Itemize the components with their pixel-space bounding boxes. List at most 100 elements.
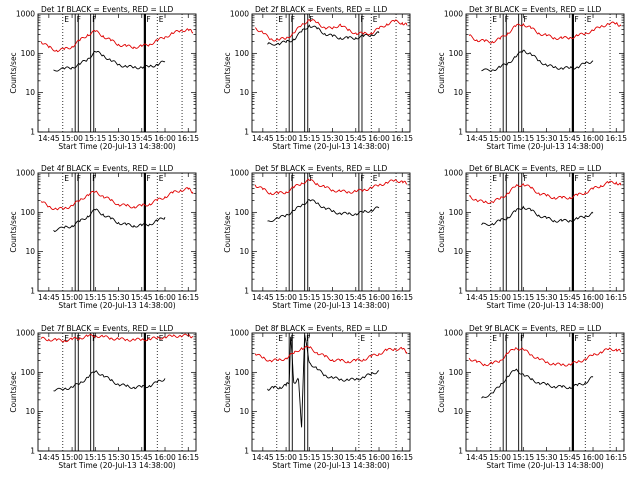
- panel-title: Det 1f BLACK = Events, RED = LLD: [41, 5, 174, 14]
- event-marker-label: F: [291, 334, 295, 343]
- y-tick-label: 10: [239, 407, 249, 416]
- y-tick-label: 1000: [444, 329, 463, 338]
- events-series-line: [481, 205, 594, 226]
- y-axis-label: Counts/sec: [437, 52, 446, 93]
- lld-series-line: [468, 347, 622, 367]
- x-tick-label: 16:15: [177, 134, 199, 143]
- x-tick-label: 14:45: [466, 453, 488, 462]
- x-tick-label: 15:45: [559, 293, 581, 302]
- x-tick-label: 15:00: [489, 293, 511, 302]
- y-axis-label: Counts/sec: [223, 211, 232, 252]
- events-series-line: [267, 334, 380, 428]
- plot-frame: [37, 13, 197, 133]
- lld-series-line: [468, 21, 622, 44]
- x-axis-label: Start Time (20-Jul-13 14:38:00): [58, 142, 175, 151]
- plot-frame: [251, 172, 411, 292]
- event-marker-label: E: [587, 334, 592, 343]
- y-tick-label: 1: [30, 287, 35, 296]
- x-tick-label: 15:15: [85, 134, 107, 143]
- y-tick-label: 100: [449, 208, 464, 217]
- event-marker-label: E: [373, 15, 378, 24]
- x-tick-label: 15:00: [61, 134, 83, 143]
- event-marker-label: E: [492, 334, 497, 343]
- x-tick-label: 16:00: [154, 453, 176, 462]
- x-tick-label: 16:15: [605, 453, 627, 462]
- event-marker-label: F: [360, 174, 364, 183]
- panel-title: Det 5f BLACK = Events, RED = LLD: [255, 164, 388, 173]
- panel-title: Det 3f BLACK = Events, RED = LLD: [469, 5, 602, 14]
- x-tick-label: 16:15: [391, 134, 413, 143]
- y-tick-label: 10: [453, 247, 463, 256]
- y-tick-label: 1000: [230, 169, 249, 178]
- y-tick-label: 10: [239, 88, 249, 97]
- x-tick-label: 14:45: [38, 453, 60, 462]
- event-marker-label: E: [587, 15, 592, 24]
- event-marker-label: F: [306, 334, 310, 343]
- event-marker-label: F: [574, 174, 578, 183]
- y-axis-label: Counts/sec: [223, 52, 232, 93]
- x-tick-label: 15:45: [131, 134, 153, 143]
- lld-series-line: [40, 333, 194, 343]
- x-tick-label: 16:15: [391, 453, 413, 462]
- panel-title: Det 4f BLACK = Events, RED = LLD: [41, 164, 174, 173]
- x-tick-label: 15:45: [559, 453, 581, 462]
- y-tick-label: 10: [25, 247, 35, 256]
- lld-series-line: [254, 345, 408, 364]
- y-tick-label: 1000: [230, 329, 249, 338]
- x-tick-label: 15:15: [513, 293, 535, 302]
- y-tick-label: 1: [244, 447, 249, 456]
- x-tick-label: 15:30: [108, 134, 130, 143]
- x-tick-label: 16:15: [177, 453, 199, 462]
- event-marker-label: E: [64, 15, 69, 24]
- plot-frame: [37, 172, 197, 292]
- event-marker-label: F: [309, 174, 313, 183]
- x-tick-label: 16:00: [368, 293, 390, 302]
- panel-title: Det 7f BLACK = Events, RED = LLD: [41, 324, 174, 333]
- x-tick-label: 15:00: [489, 134, 511, 143]
- event-marker-label: F: [574, 334, 578, 343]
- lld-series-line: [254, 178, 408, 196]
- event-marker-label: E: [278, 15, 283, 24]
- event-marker-label: F: [291, 15, 295, 24]
- x-tick-label: 15:30: [536, 453, 558, 462]
- x-tick-label: 15:30: [322, 453, 344, 462]
- lld-series-line: [40, 187, 194, 211]
- x-tick-label: 15:45: [559, 134, 581, 143]
- y-tick-label: 100: [21, 208, 36, 217]
- x-tick-label: 15:00: [275, 293, 297, 302]
- event-marker-label: E: [587, 174, 592, 183]
- x-axis-label: Start Time (20-Jul-13 14:38:00): [486, 301, 603, 310]
- event-marker-label: E: [492, 174, 497, 183]
- event-marker-label: F: [360, 15, 364, 24]
- event-marker-label: F: [146, 174, 150, 183]
- x-tick-label: 14:45: [466, 293, 488, 302]
- events-series-line: [267, 24, 380, 46]
- event-marker-label: E: [492, 15, 497, 24]
- x-tick-label: 16:00: [154, 134, 176, 143]
- x-tick-label: 15:45: [131, 453, 153, 462]
- events-series-line: [481, 368, 594, 399]
- x-tick-label: 15:00: [489, 453, 511, 462]
- event-marker-label: F: [574, 15, 578, 24]
- x-tick-label: 15:30: [536, 293, 558, 302]
- plot-frame: [465, 332, 625, 452]
- event-marker-label: E: [360, 334, 365, 343]
- x-tick-label: 14:45: [252, 293, 274, 302]
- x-tick-label: 15:30: [322, 134, 344, 143]
- x-tick-label: 15:30: [108, 293, 130, 302]
- plot-frame: [251, 13, 411, 133]
- events-series-line: [53, 208, 166, 233]
- x-tick-label: 15:30: [108, 453, 130, 462]
- event-marker-label: F: [505, 334, 509, 343]
- plot-frame: [465, 13, 625, 133]
- event-marker-label: F: [77, 15, 81, 24]
- x-tick-label: 14:45: [38, 134, 60, 143]
- event-marker-label: E: [278, 334, 283, 343]
- x-tick-label: 15:15: [85, 293, 107, 302]
